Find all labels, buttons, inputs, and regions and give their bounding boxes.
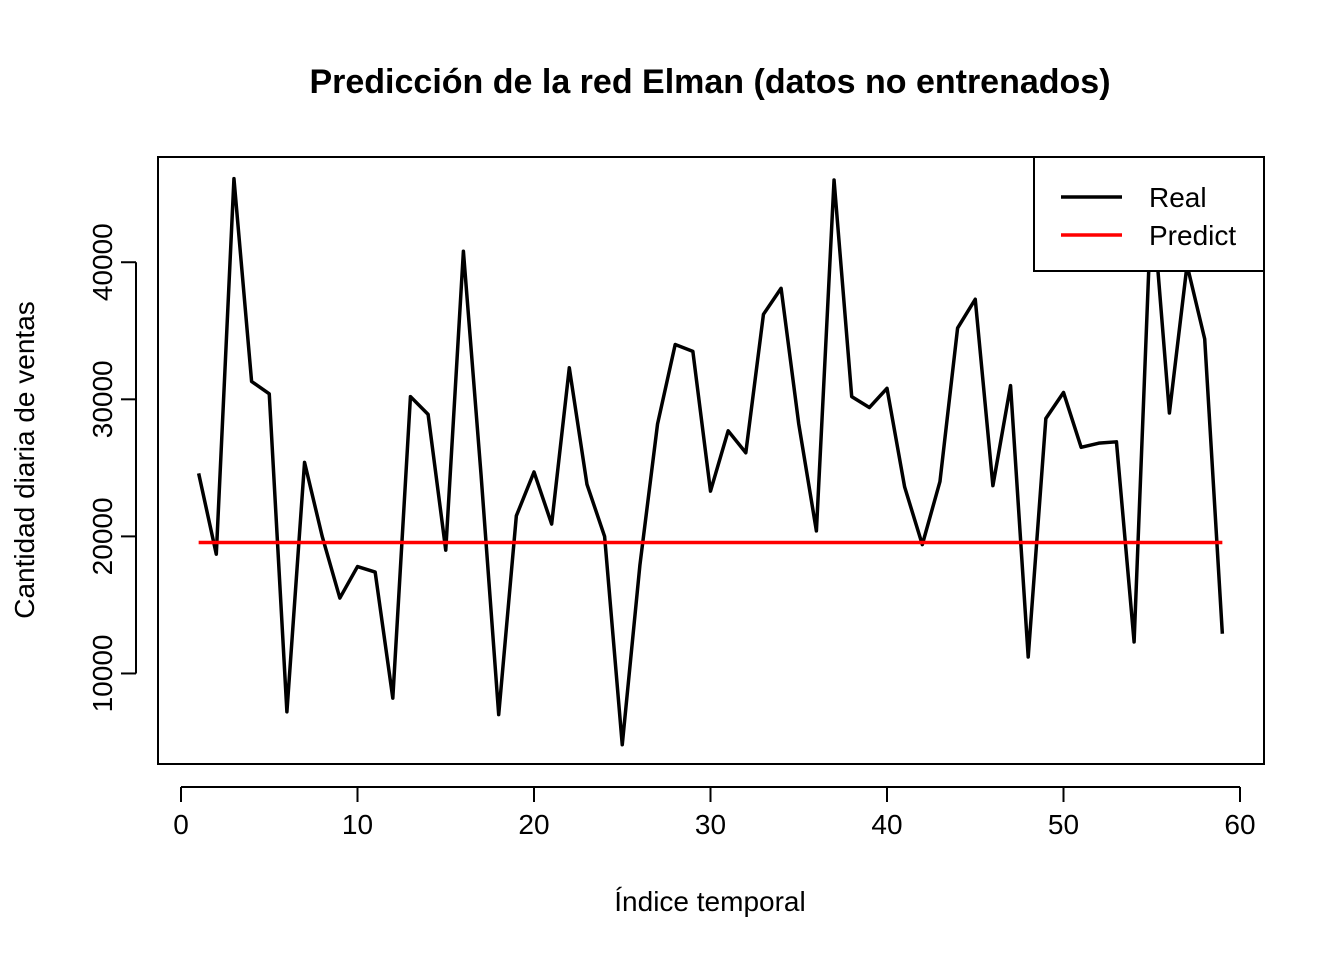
y-tick-label: 30000	[87, 360, 118, 438]
x-axis: 0 10 20 30 40 50 60	[173, 786, 1256, 840]
plot-border	[157, 156, 1265, 765]
legend-label-predict: Predict	[1149, 220, 1236, 251]
legend-label-real: Real	[1149, 182, 1207, 213]
x-tick-label: 50	[1048, 809, 1079, 840]
y-axis: 10000 20000 30000 40000	[87, 223, 137, 713]
series-line-real	[196, 176, 1225, 747]
x-tick-label: 60	[1224, 809, 1255, 840]
legend-box	[1033, 156, 1265, 272]
plot-area	[157, 156, 1265, 765]
y-tick-label: 10000	[87, 635, 118, 713]
x-tick-label: 0	[173, 809, 189, 840]
x-axis-label: Índice temporal	[614, 886, 805, 917]
y-axis-label: Cantidad diaria de ventas	[9, 301, 40, 619]
legend: Real Predict	[1033, 156, 1265, 272]
x-tick-label: 20	[518, 809, 549, 840]
x-tick-label: 30	[695, 809, 726, 840]
series-layer	[196, 176, 1225, 747]
chart-title: Predicción de la red Elman (datos no ent…	[309, 63, 1110, 101]
y-tick-label: 20000	[87, 497, 118, 575]
y-tick-label: 40000	[87, 223, 118, 301]
x-tick-label: 40	[871, 809, 902, 840]
x-tick-label: 10	[342, 809, 373, 840]
